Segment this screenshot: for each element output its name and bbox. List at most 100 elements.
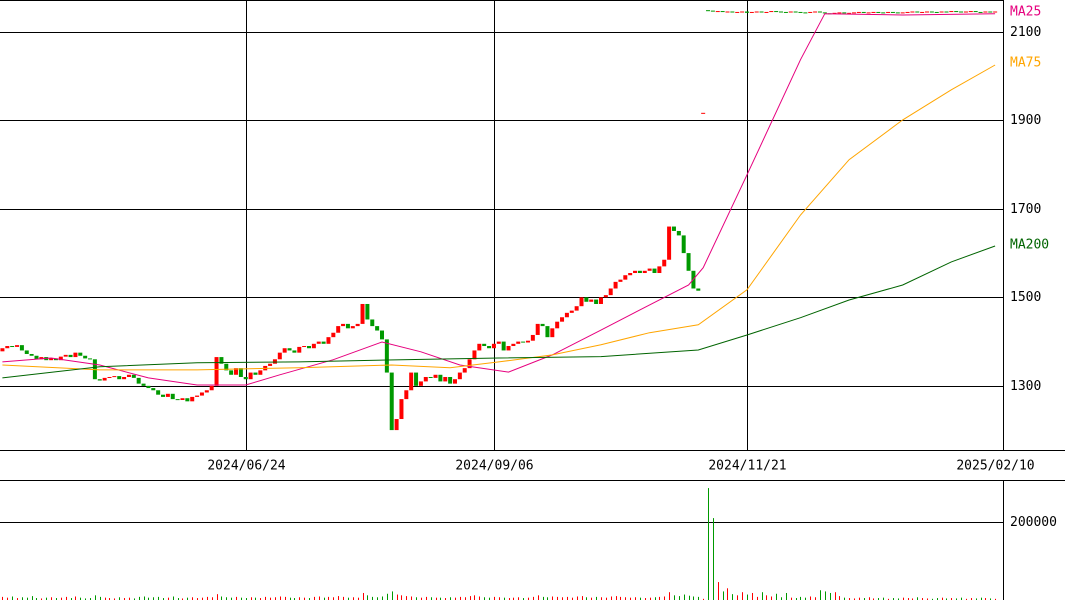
volume-bar bbox=[260, 598, 261, 600]
volume-bar bbox=[163, 598, 164, 600]
candle-body bbox=[165, 393, 170, 397]
volume-bar bbox=[56, 598, 57, 600]
candle-body bbox=[224, 363, 229, 371]
candle-body bbox=[467, 359, 472, 369]
volume-bar bbox=[727, 588, 728, 600]
volume-bar bbox=[178, 598, 179, 600]
candle-body bbox=[511, 343, 516, 347]
candle-body bbox=[560, 317, 565, 322]
volume-bar bbox=[192, 597, 193, 600]
volume-bar bbox=[523, 598, 524, 600]
volume-bar bbox=[226, 597, 227, 600]
candle-body bbox=[477, 343, 482, 351]
volume-bar bbox=[766, 595, 767, 600]
candle-body bbox=[900, 12, 905, 14]
candle-body bbox=[983, 11, 988, 13]
volume-bar bbox=[124, 598, 125, 600]
candle-body bbox=[968, 11, 973, 13]
volume-bar bbox=[547, 597, 548, 600]
candle-body bbox=[881, 12, 886, 14]
candle-body bbox=[715, 11, 720, 13]
volume-bar bbox=[75, 596, 76, 600]
volume-bar bbox=[36, 598, 37, 600]
volume-bar bbox=[426, 596, 427, 600]
candle-body bbox=[141, 383, 146, 386]
candle-body bbox=[696, 288, 701, 291]
volume-bar bbox=[698, 596, 699, 600]
candle-body bbox=[540, 323, 545, 327]
y-tick-label: 1900 bbox=[1010, 113, 1041, 128]
moving-average-line bbox=[2, 245, 996, 379]
candle-body bbox=[384, 339, 389, 373]
volume-bar bbox=[51, 597, 52, 600]
candle-body bbox=[681, 235, 686, 254]
candle-body bbox=[813, 11, 818, 13]
volume-bar bbox=[830, 592, 831, 600]
candle-body bbox=[735, 11, 740, 13]
candle-body bbox=[277, 352, 282, 360]
candle-body bbox=[662, 259, 667, 267]
volume-bar bbox=[445, 598, 446, 600]
volume-bar bbox=[17, 598, 18, 600]
volume-bar bbox=[771, 596, 772, 600]
candle-body bbox=[326, 337, 331, 344]
candle-body bbox=[73, 352, 78, 358]
volume-bar bbox=[586, 597, 587, 600]
x-tick-label: 2024/06/24 bbox=[207, 459, 285, 474]
volume-bar bbox=[80, 597, 81, 600]
y-tick-label: 1700 bbox=[1010, 202, 1041, 217]
volume-bar bbox=[552, 596, 553, 600]
volume-bar bbox=[718, 582, 719, 600]
candle-body bbox=[253, 372, 258, 375]
volume-bar bbox=[22, 597, 23, 600]
candle-body bbox=[915, 11, 920, 13]
candle-body bbox=[268, 363, 273, 366]
volume-bar bbox=[908, 598, 909, 600]
candle-body bbox=[229, 370, 234, 375]
candle-body bbox=[209, 385, 214, 391]
candle-body bbox=[365, 303, 370, 320]
candle-body bbox=[122, 376, 127, 380]
candle-body bbox=[842, 12, 847, 14]
volume-bar bbox=[494, 596, 495, 600]
candle-body bbox=[389, 372, 394, 431]
volume-bar bbox=[776, 593, 777, 600]
candle-body bbox=[608, 288, 613, 296]
candle-body bbox=[336, 326, 341, 333]
candle-body bbox=[433, 374, 438, 378]
candle-body bbox=[350, 326, 355, 329]
candle-body bbox=[53, 358, 58, 361]
volume-bar bbox=[922, 598, 923, 600]
volume-bar bbox=[616, 596, 617, 600]
y-tick-label: 2100 bbox=[1010, 25, 1041, 40]
volume-bar bbox=[134, 598, 135, 600]
candle-body bbox=[248, 372, 253, 380]
volume-bar bbox=[873, 598, 874, 600]
volume-bar bbox=[314, 596, 315, 600]
volume-bar bbox=[737, 595, 738, 600]
candle-body bbox=[618, 279, 623, 282]
volume-bar bbox=[348, 597, 349, 600]
volume-bar bbox=[820, 590, 821, 600]
volume-bar bbox=[796, 598, 797, 600]
volume-bar bbox=[489, 597, 490, 600]
candle-body bbox=[423, 376, 428, 382]
candle-body bbox=[136, 377, 141, 384]
volume-bar bbox=[650, 597, 651, 600]
volume-bar bbox=[990, 598, 991, 600]
volume-bar bbox=[732, 594, 733, 600]
candle-body bbox=[788, 11, 793, 13]
volume-bar bbox=[713, 518, 714, 600]
volume-bar bbox=[684, 594, 685, 600]
candle-body bbox=[156, 390, 161, 395]
volume-bar bbox=[499, 597, 500, 600]
candle-body bbox=[706, 10, 711, 12]
volume-bar bbox=[7, 597, 8, 600]
candle-body bbox=[491, 343, 496, 349]
candle-body bbox=[180, 398, 185, 400]
candle-body bbox=[535, 323, 540, 335]
volume-bar bbox=[484, 597, 485, 600]
volume-bar bbox=[869, 597, 870, 600]
volume-bar bbox=[392, 591, 393, 600]
